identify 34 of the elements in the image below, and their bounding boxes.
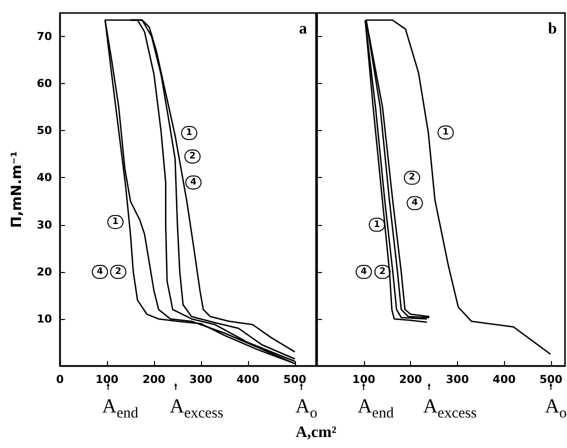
x-tick-label: 400	[236, 373, 260, 386]
y-tick-label: 20	[36, 265, 52, 278]
annotation: 1	[374, 220, 380, 230]
x-tick-label: 200	[399, 373, 422, 386]
x-tick-label: 100	[95, 373, 119, 386]
x-tick-label: 0	[56, 373, 64, 386]
y-tick-label: 60	[36, 77, 52, 90]
annotation: 4	[412, 198, 418, 208]
annotation: 1	[186, 128, 192, 138]
text: b	[548, 20, 557, 38]
x-tick-label: 500	[539, 373, 563, 386]
annotation: 4	[190, 177, 197, 188]
x-tick-label: 300	[189, 373, 213, 386]
y-tick-label: 50	[36, 124, 52, 138]
annotation: 2	[379, 266, 386, 277]
y-tick-label: 70	[36, 30, 52, 44]
x-tick-label: 100	[352, 373, 376, 386]
annotation: 4	[96, 266, 104, 277]
annotation: 1	[442, 128, 449, 138]
x-axis-title: A,cm²	[296, 424, 336, 442]
x-tick-label: 200	[142, 373, 166, 386]
y-tick-label: 30	[36, 218, 52, 232]
annotation: 2	[189, 152, 196, 162]
annotation: 2	[408, 172, 416, 183]
x-tick-label: 500	[283, 373, 307, 386]
annotation: 1	[112, 216, 119, 227]
text: a	[299, 20, 307, 38]
annotation: 4	[360, 266, 367, 277]
x-tick-label: 400	[492, 373, 516, 386]
y-tick-label: 10	[36, 312, 52, 326]
x-tick-label: 300	[446, 373, 470, 386]
y-tick-label: 40	[36, 171, 52, 184]
annotation: 2	[115, 266, 122, 277]
y-axis-title: Π,mN.m⁻¹	[9, 151, 25, 228]
